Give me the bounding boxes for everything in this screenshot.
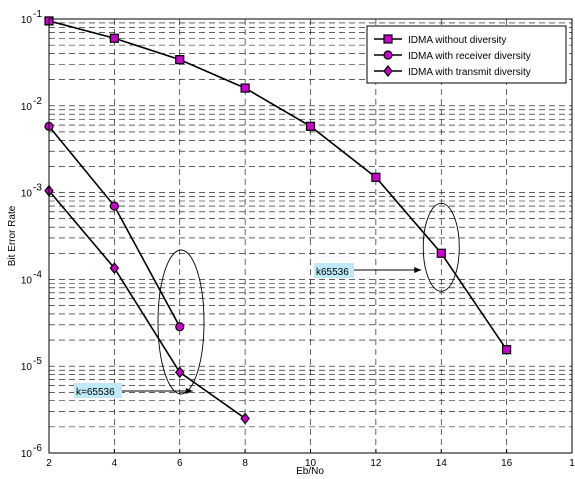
circle-marker <box>383 50 393 60</box>
legend-entry: IDMA with transmit diversity <box>408 67 531 78</box>
diamond-marker <box>383 65 393 77</box>
square-marker <box>109 33 119 43</box>
y-tick-label: 10 <box>21 15 33 26</box>
legend-entry: IDMA with receiver diversity <box>408 51 531 62</box>
annotation-ellipse <box>157 249 205 395</box>
square-marker <box>175 55 185 65</box>
series-layer <box>44 16 512 425</box>
y-tick-label: 10 <box>21 362 33 373</box>
y-tick-exponent: -5 <box>33 356 42 367</box>
y-tick-exponent: -4 <box>33 269 42 280</box>
diamond-marker <box>109 262 120 275</box>
series <box>44 184 250 425</box>
y-tick-exponent: -2 <box>33 96 42 107</box>
x-tick-label: 10 <box>305 458 317 469</box>
annotation-label-bg <box>74 383 122 398</box>
y-tick-exponent: -1 <box>33 9 42 20</box>
legend: IDMA without diversity IDMA with receiver… <box>366 25 567 84</box>
series <box>44 16 512 355</box>
y-tick-exponent: -3 <box>33 183 42 194</box>
x-tick-label: 16 <box>501 458 513 469</box>
x-tick-label: 6 <box>177 458 183 469</box>
diamond-marker <box>240 412 250 425</box>
y-tick-label: 10 <box>21 102 33 113</box>
annotation-arrow-head <box>414 267 422 273</box>
square-marker <box>305 121 316 131</box>
circle-marker <box>109 201 119 211</box>
x-tick-label: 14 <box>436 458 448 469</box>
annotation-label: k65536 <box>316 267 349 278</box>
series-line <box>48 20 508 351</box>
square-marker <box>383 34 393 44</box>
plot-frame <box>48 18 573 454</box>
x-axis-label: Eb/No <box>296 466 324 477</box>
diamond-marker <box>174 366 185 379</box>
x-tick-label: 4 <box>112 458 118 469</box>
x-tick-label: 2 <box>46 458 52 469</box>
circle-marker <box>175 322 185 332</box>
y-tick-label: 10 <box>21 275 33 286</box>
grid <box>48 19 573 453</box>
square-marker <box>436 248 446 258</box>
square-marker <box>371 172 381 182</box>
annotation-arrow-head <box>185 388 193 394</box>
tick-labels: 2 4 6 8 10 12 14 16 110-110-210-310-410-510-6 <box>21 9 575 469</box>
x-tick-label: 12 <box>370 458 382 469</box>
y-tick-label: 10 <box>21 189 33 200</box>
y-tick-exponent: -6 <box>33 443 42 454</box>
annotation-ellipse <box>422 202 460 292</box>
x-tick-label: 1 <box>569 458 575 469</box>
annotations: k65536 k=65536 <box>74 202 460 398</box>
annotation-label-bg <box>314 263 354 278</box>
series-line <box>48 190 246 420</box>
x-tick-label: 8 <box>242 458 248 469</box>
y-axis-label: Bit Error Rate <box>7 205 18 266</box>
square-marker <box>502 345 512 355</box>
y-tick-label: 10 <box>21 449 33 460</box>
square-marker <box>240 83 250 93</box>
legend-entry: IDMA without diversity <box>408 35 506 46</box>
annotation-label: k=65536 <box>76 387 115 398</box>
